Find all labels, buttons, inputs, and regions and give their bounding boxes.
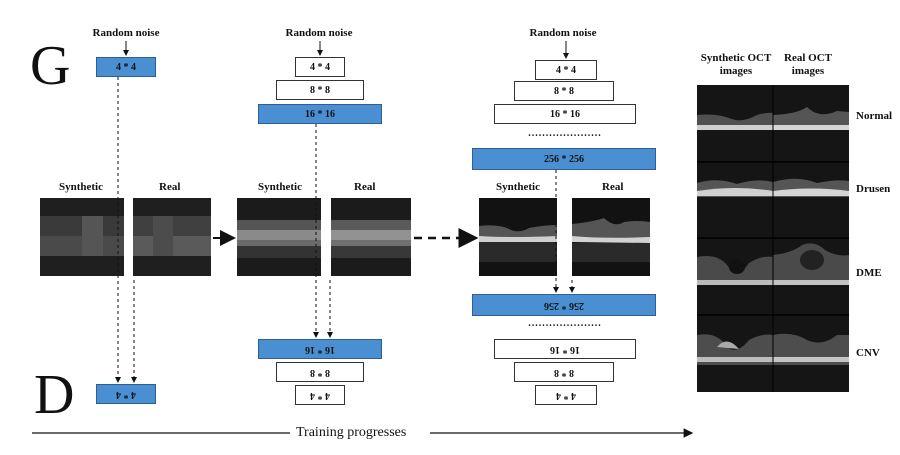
discriminator-letter: D xyxy=(34,364,75,426)
d-layer-16x16: 16 * 16 xyxy=(258,339,382,359)
synthetic-4x4-image xyxy=(40,198,124,276)
g-layer-8x8: 8 * 8 xyxy=(276,80,364,100)
real-label: Real xyxy=(159,181,181,193)
row-label-dme: DME xyxy=(856,267,882,279)
generator-letter: G xyxy=(30,35,71,97)
d-layer-8x8: 8 * 8 xyxy=(514,362,614,382)
random-noise-label: Random noise xyxy=(285,27,353,39)
g-layer-16x16: 16 * 16 xyxy=(258,104,382,124)
g-layer-8x8: 8 * 8 xyxy=(514,81,614,101)
ellipsis-dots: ..................... xyxy=(528,128,602,139)
synthetic-256x256-image xyxy=(479,198,557,276)
row-label-normal: Normal xyxy=(856,110,893,122)
d-layer-4x4: 4 * 4 xyxy=(96,384,156,404)
d-layer-8x8: 8 * 8 xyxy=(276,362,364,382)
real-16x16-image xyxy=(331,198,411,276)
g-layer-16x16: 16 * 16 xyxy=(494,104,636,124)
d-layer-256x256: 256 * 256 xyxy=(472,294,656,316)
g-layer-4x4: 4 * 4 xyxy=(96,57,156,77)
random-noise-label: Random noise xyxy=(529,27,597,39)
real-4x4-image xyxy=(133,198,211,276)
synthetic-oct-column-title: Synthetic OCT images xyxy=(700,52,772,77)
g-layer-4x4: 4 * 4 xyxy=(535,60,597,80)
training-progress-label: Training progresses xyxy=(296,425,407,440)
real-256x256-image xyxy=(572,198,650,276)
real-label: Real xyxy=(602,181,624,193)
row-label-cnv: CNV xyxy=(856,347,880,359)
random-noise-label: Random noise xyxy=(92,27,160,39)
g-layer-256x256: 256 * 256 xyxy=(472,148,656,170)
oct-image-grid xyxy=(697,85,849,392)
d-layer-4x4: 4 * 4 xyxy=(295,385,345,405)
synthetic-16x16-image xyxy=(237,198,321,276)
real-oct-column-title: Real OCT images xyxy=(784,52,832,77)
ellipsis-dots: ..................... xyxy=(528,318,602,329)
real-label: Real xyxy=(354,181,376,193)
synthetic-label: Synthetic xyxy=(496,181,540,193)
row-label-drusen: Drusen xyxy=(856,183,891,195)
d-layer-4x4: 4 * 4 xyxy=(535,385,597,405)
synthetic-label: Synthetic xyxy=(59,181,103,193)
g-layer-4x4: 4 * 4 xyxy=(295,57,345,77)
d-layer-16x16: 16 * 16 xyxy=(494,339,636,359)
synthetic-label: Synthetic xyxy=(258,181,302,193)
